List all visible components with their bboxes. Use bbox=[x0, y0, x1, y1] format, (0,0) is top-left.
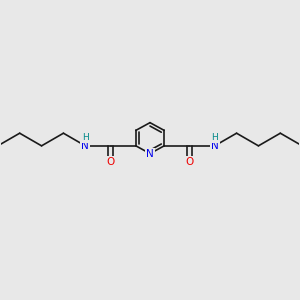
Text: N: N bbox=[81, 141, 89, 151]
Text: O: O bbox=[106, 157, 115, 167]
Text: N: N bbox=[146, 148, 154, 159]
Text: H: H bbox=[82, 133, 89, 142]
Text: O: O bbox=[185, 157, 194, 167]
Text: N: N bbox=[211, 141, 219, 151]
Text: H: H bbox=[211, 133, 218, 142]
